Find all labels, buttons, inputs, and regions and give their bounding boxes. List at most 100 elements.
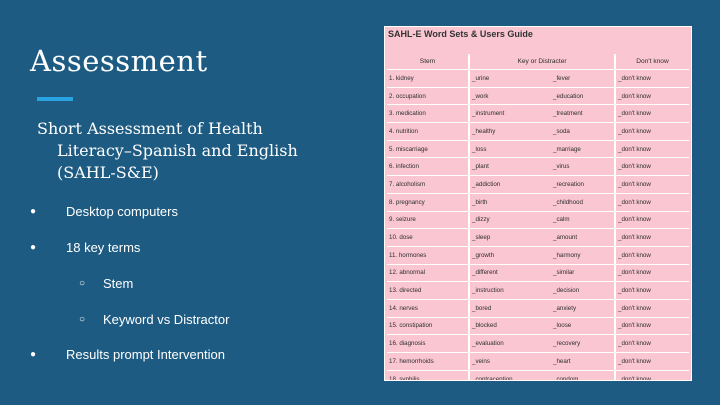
word-set-table: Stem Key or Distracter Don't know 1. kid… xyxy=(387,54,690,380)
key-cell: _addiction xyxy=(468,175,551,194)
distracter-cell: _harmony xyxy=(551,246,616,265)
key-cell: _plant xyxy=(468,157,551,177)
dont-know-cell: _don't know xyxy=(614,228,690,247)
table-row: 3. medication _instrument _treatment _don't… xyxy=(387,104,690,124)
table-row: 9. seizure _dizzy _calm _don't know xyxy=(387,211,690,230)
bullet-text: 18 key terms xyxy=(66,240,141,255)
header-key: Key or Distracter xyxy=(467,54,616,70)
dont-know-cell: _don't know xyxy=(614,87,690,106)
key-cell: _sleep xyxy=(468,228,551,247)
stem-cell: 18. syphilis xyxy=(387,370,469,380)
dont-know-cell: _don't know xyxy=(614,122,690,141)
filled-bullet-icon: ● xyxy=(30,206,37,217)
stem-cell: 14. nerves xyxy=(387,299,469,318)
key-cell: _contraception xyxy=(468,370,551,380)
distracter-cell: _education xyxy=(551,87,616,106)
key-cell: _bored xyxy=(468,299,551,318)
table-row: 13. directed _instruction _decision _don't … xyxy=(387,281,690,300)
table-row: 1. kidney _urine _fever _don't know xyxy=(387,69,690,88)
key-cell: _instruction xyxy=(468,281,551,300)
distracter-cell: _loose xyxy=(551,317,616,336)
distracter-cell: _condom xyxy=(551,370,616,380)
table-row: 14. nerves _bored _anxiety _don't know xyxy=(387,299,690,318)
distracter-cell: _recreation xyxy=(551,175,616,194)
stem-cell: 12. abnormal xyxy=(387,264,469,283)
distracter-cell: _decision xyxy=(551,281,616,300)
bullet-item: ● Desktop computers xyxy=(30,204,178,219)
stem-cell: 5. miscarriage xyxy=(387,140,469,159)
table-row: 11. hormones _growth _harmony _don't know xyxy=(387,246,690,265)
distracter-cell: _treatment xyxy=(551,104,616,124)
dont-know-cell: _don't know xyxy=(614,317,690,336)
distracter-cell: _calm xyxy=(551,211,616,230)
slide-subtitle: Short Assessment of Health Literacy–Span… xyxy=(37,119,298,182)
key-cell: _veins xyxy=(468,352,551,371)
table-body: 1. kidney _urine _fever _don't know 2. occup… xyxy=(387,69,690,380)
sahl-guide-image: SAHL-E Word Sets & Users Guide Stem Key … xyxy=(384,26,692,381)
stem-cell: 7. alcoholism xyxy=(387,175,469,194)
distracter-cell: _soda xyxy=(551,122,616,141)
bullet-item: ● Results prompt Intervention xyxy=(30,347,225,362)
table-row: 6. infection _plant _virus _don't know xyxy=(387,157,690,177)
key-cell: _instrument xyxy=(468,104,551,124)
dont-know-cell: _don't know xyxy=(614,246,690,265)
bullet-text: Results prompt Intervention xyxy=(66,347,225,362)
guide-title: SAHL-E Word Sets & Users Guide xyxy=(388,29,533,39)
stem-cell: 17. hemorrhoids xyxy=(387,352,469,371)
distracter-cell: _amount xyxy=(551,228,616,247)
dont-know-cell: _don't know xyxy=(614,281,690,300)
key-cell: _blocked xyxy=(468,317,551,336)
table-row: 16. diagnosis _evaluation _recovery _don't … xyxy=(387,334,690,353)
stem-cell: 15. constipation xyxy=(387,317,469,336)
sub-bullet-item: ○ Stem xyxy=(79,276,133,291)
header-dont-know: Don't know xyxy=(614,54,690,70)
slide-title: Assessment xyxy=(30,44,208,78)
sub-bullet-item: ○ Keyword vs Distractor xyxy=(79,312,229,327)
stem-cell: 16. diagnosis xyxy=(387,334,469,353)
header-stem: Stem xyxy=(387,54,469,70)
filled-bullet-icon: ● xyxy=(30,349,37,360)
accent-bar xyxy=(37,97,73,101)
key-cell: _growth xyxy=(468,246,551,265)
table-row: 2. occupation _work _education _don't know xyxy=(387,87,690,106)
dont-know-cell: _don't know xyxy=(614,299,690,318)
table-row: 4. nutrition _healthy _soda _don't know xyxy=(387,122,690,141)
dont-know-cell: _don't know xyxy=(614,69,690,88)
dont-know-cell: _don't know xyxy=(614,264,690,283)
table-row: 8. pregnancy _birth _childhood _don't know xyxy=(387,193,690,212)
key-cell: _work xyxy=(468,87,551,106)
dont-know-cell: _don't know xyxy=(614,193,690,212)
bullet-text: Stem xyxy=(103,276,134,291)
distracter-cell: _similar xyxy=(551,264,616,283)
bullet-text: Desktop computers xyxy=(66,204,178,219)
key-cell: _birth xyxy=(468,193,551,212)
stem-cell: 10. dose xyxy=(387,228,469,247)
hollow-bullet-icon: ○ xyxy=(79,278,86,289)
stem-cell: 4. nutrition xyxy=(387,122,469,141)
stem-cell: 3. medication xyxy=(387,104,469,124)
distracter-cell: _heart xyxy=(551,352,616,371)
bullet-text: Keyword vs Distractor xyxy=(103,312,230,327)
distracter-cell: _childhood xyxy=(551,193,616,212)
table-row: 10. dose _sleep _amount _don't know xyxy=(387,228,690,247)
key-cell: _evaluation xyxy=(468,334,551,353)
table-row: 7. alcoholism _addiction _recreation _don't… xyxy=(387,175,690,194)
dont-know-cell: _don't know xyxy=(614,175,690,194)
dont-know-cell: _don't know xyxy=(614,334,690,353)
bullet-item: ● 18 key terms xyxy=(30,240,140,255)
stem-cell: 6. infection xyxy=(387,157,469,177)
table-row: 18. syphilis _contraception _condom _don't … xyxy=(387,370,690,380)
table-row: 12. abnormal _different _similar _don't kno… xyxy=(387,264,690,283)
stem-cell: 9. seizure xyxy=(387,211,469,230)
stem-cell: 13. directed xyxy=(387,281,469,300)
key-cell: _healthy xyxy=(468,122,551,141)
distracter-cell: _virus xyxy=(551,157,616,177)
table-row: 5. miscarriage _loss _marriage _don't know xyxy=(387,140,690,159)
stem-cell: 11. hormones xyxy=(387,246,469,265)
hollow-bullet-icon: ○ xyxy=(79,314,86,325)
dont-know-cell: _don't know xyxy=(614,211,690,230)
key-cell: _urine xyxy=(468,69,551,88)
key-cell: _different xyxy=(468,264,551,283)
stem-cell: 8. pregnancy xyxy=(387,193,469,212)
table-row: 15. constipation _blocked _loose _don't kno… xyxy=(387,317,690,336)
